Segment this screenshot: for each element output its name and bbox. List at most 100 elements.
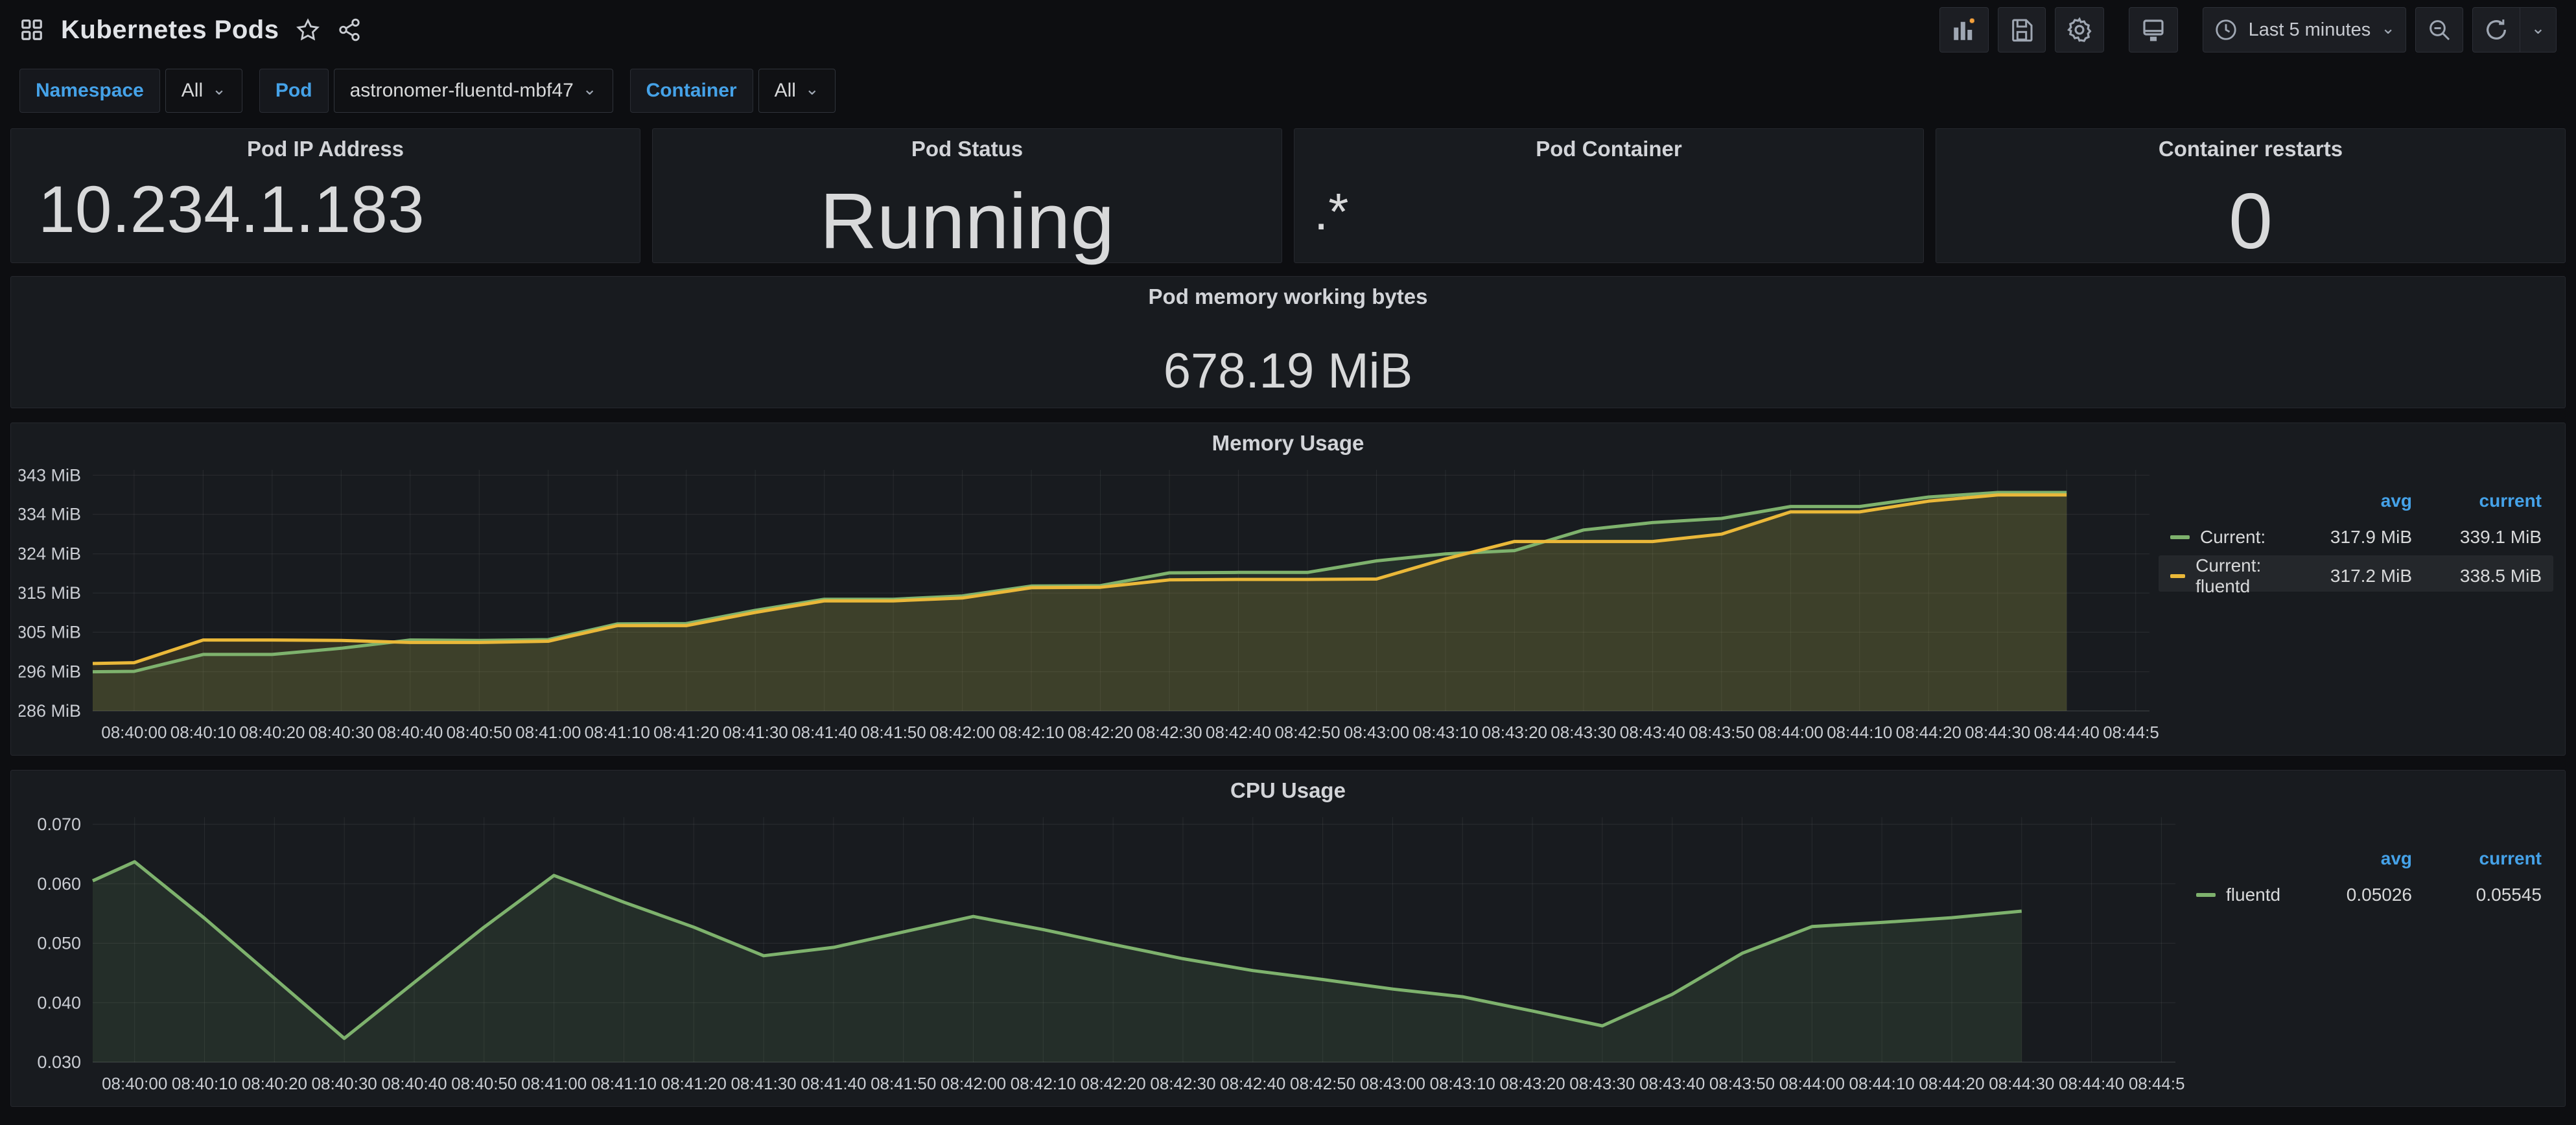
panel-title[interactable]: CPU Usage [11,778,2565,803]
legend-row: Current:317.9 MiB339.1 MiB [2159,519,2553,555]
chevron-down-icon: ⌄ [583,79,597,99]
panel-title[interactable]: Pod Status [653,137,1282,161]
legend-header: avgcurrent [2184,841,2553,877]
svg-text:08:42:00: 08:42:00 [941,1074,1006,1093]
container-restarts-value: 0 [2229,181,2273,261]
star-icon[interactable] [296,17,320,42]
panel-title[interactable]: Pod Container [1294,137,1923,161]
svg-text:08:40:10: 08:40:10 [172,1074,237,1093]
apps-grid-icon[interactable] [19,17,44,42]
panel-title[interactable]: Pod IP Address [11,137,640,161]
svg-text:334 MiB: 334 MiB [19,505,81,524]
filter-namespace: Namespace All⌄ [19,69,242,113]
svg-text:0.030: 0.030 [37,1052,81,1072]
series-color-dash-icon [2196,893,2216,897]
svg-text:08:44:00: 08:44:00 [1779,1074,1845,1093]
legend-sort-avg[interactable]: avg [2292,491,2412,511]
memory-usage-panel: Memory Usage 08:40:0008:40:1008:40:2008:… [10,423,2566,756]
svg-text:08:40:00: 08:40:00 [101,723,167,742]
memory-working-bytes-row: Pod memory working bytes 678.19 MiB [10,276,2566,408]
time-range-picker[interactable]: Last 5 minutes ⌄ [2203,7,2406,52]
svg-text:0.050: 0.050 [37,934,81,953]
svg-text:08:41:30: 08:41:30 [731,1074,796,1093]
svg-text:08:40:30: 08:40:30 [309,723,374,742]
stat-panel-container-restarts: Container restarts 0 [1936,128,2566,263]
svg-text:08:42:30: 08:42:30 [1136,723,1202,742]
pod-select[interactable]: astronomer-fluentd-mbf47⌄ [334,69,613,113]
pod-status-value: Running [820,181,1114,261]
legend-series-toggle[interactable]: Current: fluentd [2170,555,2292,597]
cpu-usage-plot[interactable]: 08:40:0008:40:1008:40:2008:40:3008:40:40… [19,807,2184,1101]
svg-text:08:44:50: 08:44:50 [2129,1074,2184,1093]
svg-text:0.060: 0.060 [37,874,81,894]
container-label: Container [630,69,753,113]
panel-title[interactable]: Container restarts [1936,137,2565,161]
legend-series-toggle[interactable]: Current: [2170,527,2292,548]
stat-panel-pod-ip: Pod IP Address 10.234.1.183 [10,128,640,263]
svg-text:08:41:10: 08:41:10 [585,723,650,742]
save-dashboard-button[interactable] [1998,7,2046,52]
svg-text:08:41:40: 08:41:40 [801,1074,866,1093]
add-panel-button[interactable] [1939,7,1989,52]
legend-avg-value: 0.05026 [2292,885,2412,905]
svg-text:08:42:50: 08:42:50 [1274,723,1340,742]
svg-text:08:43:20: 08:43:20 [1482,723,1547,742]
svg-text:08:43:40: 08:43:40 [1639,1074,1705,1093]
svg-text:08:40:10: 08:40:10 [170,723,236,742]
svg-text:08:40:50: 08:40:50 [451,1074,517,1093]
legend-sort-current[interactable]: current [2412,848,2542,869]
svg-text:0.040: 0.040 [37,993,81,1012]
svg-text:08:44:20: 08:44:20 [1919,1074,1984,1093]
svg-text:305 MiB: 305 MiB [19,623,81,642]
memory-usage-chart-svg: 08:40:0008:40:1008:40:2008:40:3008:40:40… [19,459,2159,750]
svg-text:08:41:20: 08:41:20 [653,723,719,742]
svg-text:08:42:30: 08:42:30 [1150,1074,1215,1093]
legend-series-toggle[interactable]: fluentd [2196,885,2292,905]
svg-text:08:43:50: 08:43:50 [1689,723,1754,742]
svg-text:08:43:30: 08:43:30 [1569,1074,1635,1093]
panel-title[interactable]: Memory Usage [11,431,2565,456]
legend-row: fluentd0.050260.05545 [2184,877,2553,913]
svg-text:08:44:30: 08:44:30 [1965,723,2030,742]
svg-text:08:44:00: 08:44:00 [1758,723,1823,742]
svg-text:08:42:50: 08:42:50 [1290,1074,1355,1093]
dashboard-title[interactable]: Kubernetes Pods [61,16,279,45]
zoom-out-time-button[interactable] [2415,7,2463,52]
svg-text:08:43:10: 08:43:10 [1430,1074,1495,1093]
memory-usage-plot[interactable]: 08:40:0008:40:1008:40:2008:40:3008:40:40… [19,459,2159,750]
svg-text:08:44:10: 08:44:10 [1827,723,1892,742]
cycle-view-mode-button[interactable] [2129,7,2178,52]
series-color-dash-icon [2170,574,2185,578]
legend-sort-current[interactable]: current [2412,491,2542,511]
memory-usage-legend: avgcurrentCurrent:317.9 MiB339.1 MiBCurr… [2159,459,2557,750]
container-select[interactable]: All⌄ [758,69,836,113]
svg-text:08:42:10: 08:42:10 [1011,1074,1076,1093]
svg-text:08:43:00: 08:43:00 [1344,723,1409,742]
svg-text:08:42:40: 08:42:40 [1206,723,1271,742]
refresh-button[interactable] [2472,7,2520,52]
legend-sort-avg[interactable]: avg [2292,848,2412,869]
legend-header: avgcurrent [2159,483,2553,519]
panel-title[interactable]: Pod memory working bytes [11,284,2565,309]
cpu-usage-chart-svg: 08:40:0008:40:1008:40:2008:40:3008:40:40… [19,807,2184,1101]
cpu-usage-legend: avgcurrentfluentd0.050260.05545 [2184,807,2557,1101]
dashboard-settings-button[interactable] [2055,7,2104,52]
svg-text:08:44:30: 08:44:30 [1989,1074,2054,1093]
legend-current-value: 339.1 MiB [2412,527,2542,548]
share-icon[interactable] [337,17,362,42]
cpu-usage-panel: CPU Usage 08:40:0008:40:1008:40:2008:40:… [10,770,2566,1107]
svg-text:08:40:50: 08:40:50 [447,723,512,742]
pod-container-value: .* [1314,186,1348,238]
legend-current-value: 0.05545 [2412,885,2542,905]
svg-text:08:43:40: 08:43:40 [1620,723,1685,742]
memory-usage-row: Memory Usage 08:40:0008:40:1008:40:2008:… [10,423,2566,756]
svg-text:08:41:20: 08:41:20 [661,1074,727,1093]
svg-text:08:43:20: 08:43:20 [1499,1074,1565,1093]
svg-text:08:42:20: 08:42:20 [1068,723,1133,742]
legend-row: Current: fluentd317.2 MiB338.5 MiB [2159,555,2553,592]
legend-avg-value: 317.2 MiB [2292,566,2412,586]
namespace-select[interactable]: All⌄ [165,69,242,113]
time-range-label: Last 5 minutes [2249,19,2371,41]
svg-text:08:40:30: 08:40:30 [312,1074,377,1093]
refresh-interval-dropdown[interactable]: ⌄ [2520,7,2557,52]
